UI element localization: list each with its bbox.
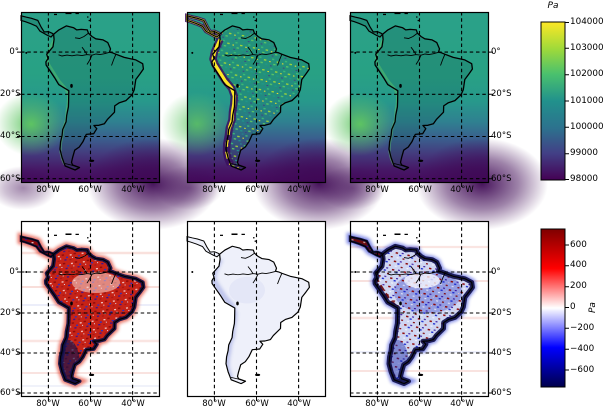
lat-tick-label: 60°S [0, 388, 21, 398]
lat-tick-label: 20°S [0, 89, 21, 99]
lon-tick-label: 60°W [408, 399, 432, 409]
map-panel-top-middle [155, 11, 385, 230]
axes-frame [20, 11, 161, 184]
lon-tick-label: 80°W [36, 185, 60, 195]
colorbar-tick-label: 0 [570, 302, 576, 312]
axes-frame [349, 220, 490, 398]
lon-tick-label: 60°W [245, 399, 269, 409]
colorbar-tick-label: −200 [570, 323, 595, 333]
amazon-basin-light [72, 272, 120, 294]
lat-tick-label: 20°S [491, 89, 512, 99]
graticule [350, 221, 489, 397]
graticule [213, 12, 300, 183]
lon-tick-label: 80°W [365, 399, 389, 409]
lat-tick-label: 0° [9, 267, 19, 277]
axis-ticks [376, 271, 493, 401]
colorbar-ticks [565, 22, 569, 180]
colorbar-title: Pa [547, 1, 559, 11]
lat-tick-label: 20°S [491, 308, 512, 318]
map-panel-bottom-left [17, 220, 161, 401]
lat-tick-label: 60°S [491, 174, 512, 184]
colorbar-unit-label: Pa [588, 302, 598, 313]
lon-tick-label: 80°W [36, 399, 60, 409]
axis-ticks [17, 271, 134, 401]
lat-tick-label: 40°S [0, 131, 21, 141]
axis-ticks [213, 183, 300, 187]
map-panel-top-right [318, 11, 548, 230]
axes-frame [20, 220, 161, 398]
colorbar-ticks [565, 244, 569, 371]
axes-frame [186, 11, 327, 184]
colorbar-tick-label: 102000 [570, 69, 604, 79]
colorbar-tick-label: −400 [570, 344, 595, 354]
colorbar-tick-label: 400 [570, 260, 587, 270]
map-panel-top-left [0, 11, 219, 230]
lon-tick-label: 40°W [450, 185, 474, 195]
lat-tick-label: 60°S [0, 174, 21, 184]
graticule [350, 12, 489, 183]
lon-tick-label: 60°W [78, 185, 102, 195]
colorbar-tick-label: −600 [570, 365, 595, 375]
lat-tick-label: 40°S [491, 348, 512, 358]
graticule [21, 221, 160, 397]
colorbar-bottom [540, 228, 571, 388]
lat-tick-label: 0° [9, 47, 19, 57]
lon-tick-label: 40°W [287, 185, 311, 195]
colorbar-tick-label: 98000 [570, 174, 598, 184]
colorbar-tick-label: 100000 [570, 122, 604, 132]
colorbar-tick-label: 104000 [570, 17, 604, 27]
graticule [213, 221, 300, 397]
colorbar-gradient [540, 228, 566, 388]
lat-tick-label: 0° [491, 267, 501, 277]
graticule [21, 12, 160, 183]
axis-ticks [376, 51, 493, 187]
lon-tick-label: 40°W [450, 399, 474, 409]
colorbar-tick-label: 200 [570, 281, 587, 291]
lon-tick-label: 60°W [78, 399, 102, 409]
lat-tick-label: 40°S [0, 348, 21, 358]
axes-frame [186, 220, 327, 398]
colorbar-tick-label: 103000 [570, 43, 604, 53]
colorbar-top [540, 21, 571, 181]
lon-tick-label: 60°W [245, 185, 269, 195]
amazon-basin-light [404, 273, 440, 289]
lat-tick-label: 0° [491, 47, 501, 57]
lon-tick-label: 40°W [121, 399, 145, 409]
lat-tick-label: 60°S [491, 388, 512, 398]
lon-tick-label: 80°W [365, 185, 389, 195]
colorbar-tick-label: 101000 [570, 96, 604, 106]
colorbar-gradient [540, 21, 566, 181]
axes-frame [349, 11, 490, 184]
lat-tick-label: 40°S [491, 131, 512, 141]
lon-tick-label: 60°W [408, 185, 432, 195]
axis-ticks [17, 51, 134, 187]
lon-tick-label: 80°W [202, 185, 226, 195]
colorbar-tick-label: 99000 [570, 148, 598, 158]
map-panel-bottom-middle [186, 220, 327, 401]
colorbar-tick-label: 600 [570, 240, 587, 250]
lon-tick-label: 80°W [202, 399, 226, 409]
lat-tick-label: 20°S [0, 308, 21, 318]
axis-ticks [213, 397, 300, 401]
lon-tick-label: 40°W [287, 399, 311, 409]
lon-tick-label: 40°W [121, 185, 145, 195]
map-panel-bottom-right [349, 220, 493, 401]
